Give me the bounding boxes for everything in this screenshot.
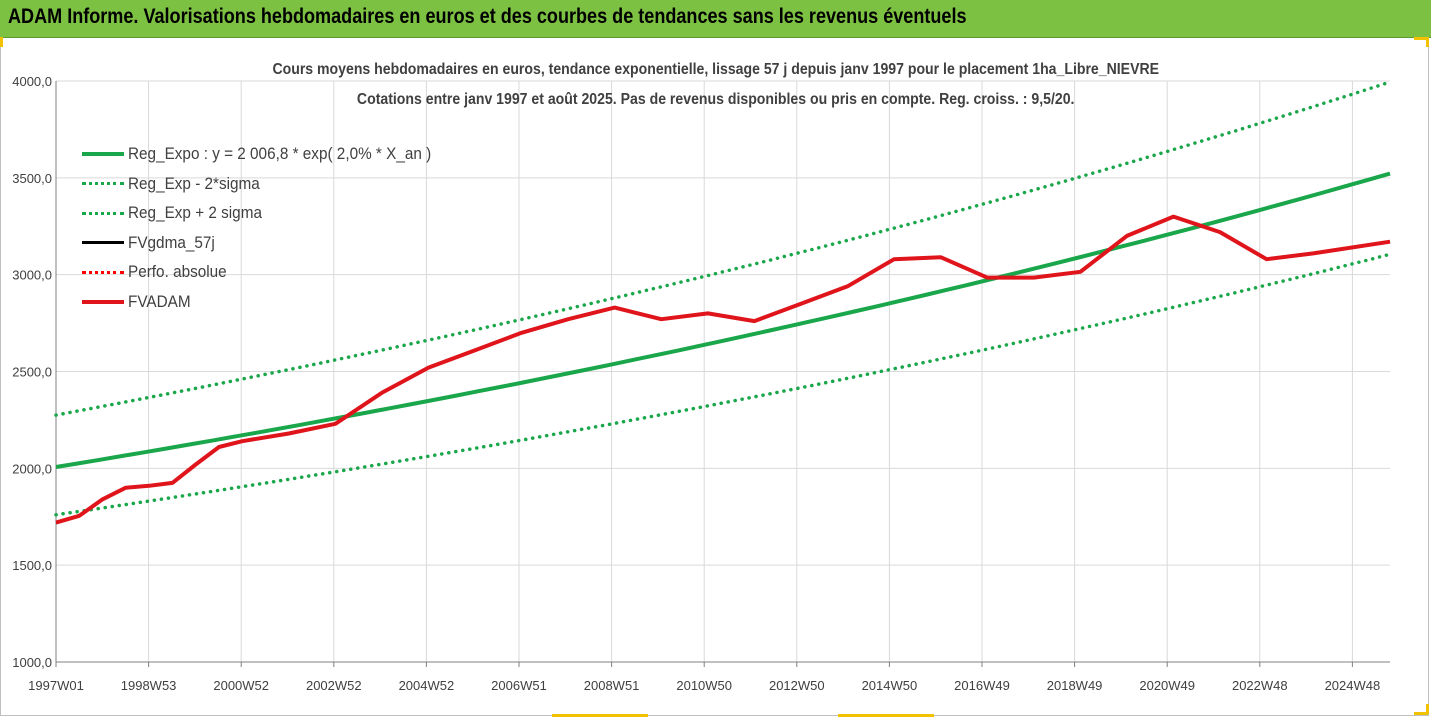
- axis-layer: 1000,0 1500,0 2000,0 2500,0 3000,0 3500,0 4000…: [12, 74, 1390, 693]
- x-tick-label: 2018W49: [1047, 678, 1103, 693]
- frame-corner-mark: [1426, 704, 1429, 714]
- grid-layer: [56, 80, 1390, 662]
- x-tick-label: 2000W52: [213, 678, 269, 693]
- frame-corner-mark: [1414, 37, 1428, 40]
- legend-entry: Reg_Exp - 2*sigma: [82, 174, 274, 194]
- legend-entry: FVgdma_57j: [82, 233, 224, 253]
- x-tick-label: 2014W50: [862, 678, 918, 693]
- frame-corner-mark: [838, 714, 934, 717]
- legend-swatch: [82, 211, 124, 215]
- x-tick-label: 2012W50: [769, 678, 825, 693]
- x-tick-label: 2008W51: [584, 678, 640, 693]
- x-tick-label: 2024W48: [1325, 678, 1381, 693]
- frame-corner-mark: [552, 714, 648, 717]
- legend-swatch: [82, 270, 124, 274]
- report-title: ADAM Informe. Valorisations hebdomadaire…: [8, 5, 967, 28]
- legend-swatch: [82, 241, 124, 245]
- legend-label: Reg_Exp - 2*sigma: [128, 173, 260, 193]
- legend-label: Perfo. absolue: [128, 262, 227, 282]
- series-line-0: [55, 171, 1391, 469]
- legend-swatch: [82, 182, 124, 186]
- x-tick-label: 2022W48: [1232, 678, 1288, 693]
- chart-title: Cours moyens hebdomadaires en euros, ten…: [272, 61, 1159, 78]
- x-tick-label: 2006W51: [491, 678, 547, 693]
- legend-label: FVADAM: [128, 292, 191, 311]
- y-tick-label: 3000,0: [12, 268, 52, 283]
- x-tick-label: 1998W53: [121, 678, 177, 693]
- y-tick-label: 4000,0: [12, 74, 52, 89]
- series-line-3: [55, 215, 1391, 524]
- y-tick-label: 3500,0: [12, 171, 52, 186]
- frame-corner-mark: [1414, 712, 1428, 715]
- report-banner: ADAM Informe. Valorisations hebdomadaire…: [0, 0, 1431, 38]
- x-tick-label: 2004W52: [399, 678, 455, 693]
- y-tick-label: 2500,0: [12, 365, 52, 380]
- legend-entry: Perfo. absolue: [82, 262, 238, 282]
- chart-frame: [0, 37, 1429, 716]
- frame-corner-mark: [1426, 37, 1429, 47]
- x-tick-label: 1997W01: [28, 678, 84, 693]
- legend-label: FVgdma_57j: [128, 232, 215, 252]
- legend-swatch: [82, 300, 124, 304]
- legend-label: Reg_Exp + 2 sigma: [128, 203, 262, 223]
- chart-subtitle: Cotations entre janv 1997 et août 2025. …: [356, 91, 1075, 108]
- legend-entry: Reg_Exp + 2 sigma: [82, 203, 277, 223]
- legend-entry: FVADAM: [82, 292, 198, 312]
- x-tick-label: 2010W50: [676, 678, 732, 693]
- legend-label: Reg_Expo : y = 2 006,8 * exp( 2,0% * X_a…: [128, 144, 432, 163]
- series-line-2: [54, 80, 1392, 417]
- y-tick-label: 1000,0: [12, 655, 52, 670]
- x-tick-label: 2016W49: [954, 678, 1010, 693]
- series-line-1: [54, 252, 1392, 517]
- legend-entry: Reg_Expo : y = 2 006,8 * exp( 2,0% * X_a…: [82, 144, 465, 164]
- frame-corner-mark: [0, 37, 3, 47]
- y-tick-label: 1500,0: [12, 558, 52, 573]
- x-tick-label: 2020W49: [1139, 678, 1195, 693]
- y-tick-label: 2000,0: [12, 461, 52, 476]
- series-layer: [54, 80, 1392, 525]
- legend-swatch: [82, 152, 124, 156]
- x-tick-label: 2002W52: [306, 678, 362, 693]
- series-line-5: [55, 214, 1391, 525]
